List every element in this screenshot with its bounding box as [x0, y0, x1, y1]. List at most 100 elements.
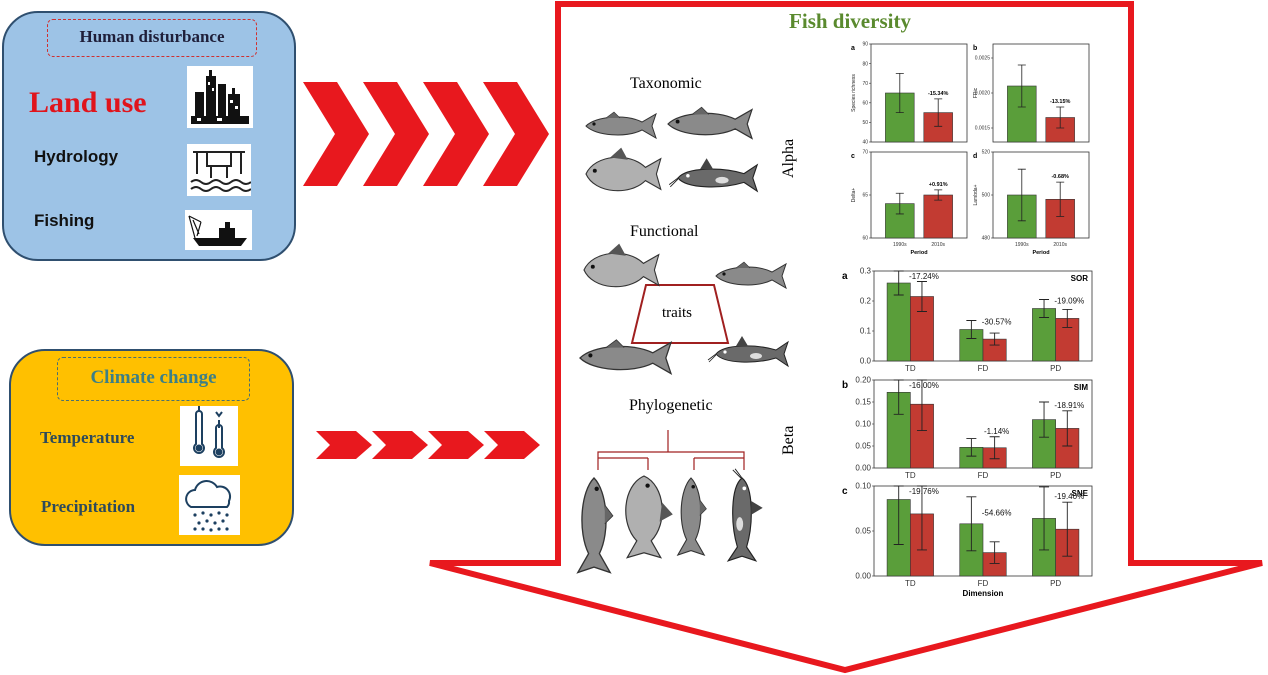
y-tick-label: 0.10: [855, 482, 871, 491]
change-label: +0.91%: [929, 182, 948, 188]
x-tick-label: FD: [978, 579, 989, 588]
y-tick-label: 0.15: [855, 398, 871, 407]
error-bar: [1017, 64, 1026, 108]
y-tick-label: 65: [862, 193, 868, 199]
functional-label: Functional: [630, 223, 699, 240]
y-tick-label: 50: [862, 120, 868, 126]
change-label: -54.66%: [982, 508, 1012, 517]
land-use-label: Land use: [29, 86, 147, 119]
x-tick-label: FD: [978, 471, 989, 480]
climate-change-header-box: [57, 357, 250, 401]
beta-chart-sne: c SNE 0.00 0.05 0.10 -19.76% TD -54.66% FD -19.40…: [842, 482, 1093, 598]
x-tick-label: 1990s: [893, 242, 907, 248]
y-tick-label: 90: [862, 42, 868, 48]
x-tick-label: FD: [978, 364, 989, 373]
change-label: -1.14%: [984, 427, 1009, 436]
phylogenetic-label: Phylogenetic: [629, 397, 713, 414]
error-bar: [916, 485, 927, 551]
y-tick-label: 0.1: [860, 327, 872, 336]
fish-illustrations: [577, 106, 789, 574]
chart-title: SIM: [1074, 383, 1089, 392]
panel-letter: b: [973, 45, 977, 52]
y-axis-label: FRic: [973, 87, 979, 98]
error-bar: [1056, 106, 1065, 129]
y-tick-label: 60: [862, 236, 868, 242]
error-bar: [1056, 181, 1065, 217]
dam-icon: [187, 144, 251, 196]
y-tick-label: 0.2: [860, 297, 872, 306]
error-bar: [895, 73, 904, 113]
alpha-chart-d: d 480 500 520 Lambda+ -0.68% 1990s 2010s Period: [973, 150, 1090, 256]
bar: [923, 112, 953, 143]
y-tick-label: 0.0015: [975, 126, 991, 132]
error-bar: [934, 189, 943, 201]
alpha-chart-b: b 0.0015 0.0020 0.0025 FRic -13.15%: [973, 43, 1090, 143]
x-axis-label: Period: [1032, 250, 1049, 256]
panel-letter: c: [842, 486, 848, 497]
y-tick-label: 0.00: [855, 572, 871, 581]
change-label: -16.00%: [909, 381, 939, 390]
change-label: -19.40%: [1054, 492, 1084, 501]
y-tick-label: 40: [862, 140, 868, 146]
error-bar: [893, 379, 904, 415]
change-label: -17.24%: [909, 272, 939, 281]
alpha-chart-a: a 40 50 60 70 80 90 Species richness -15.34%: [851, 42, 968, 146]
x-tick-label: TD: [905, 471, 916, 480]
change-label: -30.57%: [982, 318, 1012, 327]
x-tick-label: TD: [905, 364, 916, 373]
hydrology-label: Hydrology: [34, 147, 119, 166]
fishing-boat-icon: [185, 210, 252, 250]
alpha-chart-c: c 60 65 70 Delta+ +0.91% 1990s 2010s Period: [851, 150, 968, 256]
fish-diversity-title: Fish diversity: [789, 9, 911, 33]
x-tick-label: PD: [1050, 471, 1061, 480]
taxonomic-label: Taxonomic: [630, 75, 702, 92]
y-tick-label: 520: [982, 150, 991, 156]
error-bar: [1062, 410, 1073, 447]
x-tick-label: PD: [1050, 579, 1061, 588]
x-tick-label: TD: [905, 579, 916, 588]
temperature-label: Temperature: [40, 428, 135, 447]
change-label: -19.76%: [909, 487, 939, 496]
error-bar: [1039, 486, 1050, 551]
change-label: -18.91%: [1054, 401, 1084, 410]
error-bar: [966, 496, 977, 552]
y-axis-label: Delta+: [851, 188, 857, 203]
chart-title: SNE: [1072, 489, 1089, 498]
fishing-label: Fishing: [34, 211, 95, 230]
chart-title: SOR: [1071, 274, 1089, 283]
panel-letter: a: [851, 45, 855, 52]
error-bar: [989, 436, 1000, 460]
panel-letter: d: [973, 153, 977, 160]
panel-letter: a: [842, 271, 848, 282]
precipitation-label: Precipitation: [41, 497, 136, 516]
rain-cloud-icon: [179, 475, 240, 535]
y-tick-label: 0.00: [855, 464, 871, 473]
y-tick-label: 70: [862, 81, 868, 87]
error-bar: [1062, 501, 1073, 557]
panel-letter: c: [851, 153, 855, 160]
y-tick-label: 60: [862, 100, 868, 106]
change-label: -15.34%: [928, 91, 949, 97]
y-tick-label: 500: [982, 193, 991, 199]
panel-letter: b: [842, 380, 848, 391]
error-bar: [966, 320, 977, 339]
y-tick-label: 0.05: [855, 442, 871, 451]
x-tick-label: 2010s: [931, 242, 945, 248]
error-bar: [893, 270, 904, 296]
error-bar: [1039, 299, 1050, 318]
human-disturbance-header-box: [47, 19, 257, 57]
error-bar: [934, 98, 943, 127]
y-tick-label: 0.20: [855, 376, 871, 385]
climate-change-panel: [9, 349, 294, 546]
error-bar: [895, 192, 904, 215]
error-bar: [1017, 168, 1026, 222]
y-tick-label: 0.0020: [975, 91, 991, 97]
y-tick-label: 0.05: [855, 527, 871, 536]
y-tick-label: 0.0: [860, 357, 872, 366]
y-axis-label: Species richness: [851, 74, 857, 112]
human-disturbance-header: Human disturbance: [79, 27, 225, 46]
beta-chart-sor: a SOR 0.0 0.1 0.2 0.3 -17.24% TD -30.57% FD -19.09…: [842, 267, 1093, 373]
climate-change-header: Climate change: [90, 367, 217, 388]
y-tick-label: 480: [982, 236, 991, 242]
y-tick-label: 80: [862, 61, 868, 67]
